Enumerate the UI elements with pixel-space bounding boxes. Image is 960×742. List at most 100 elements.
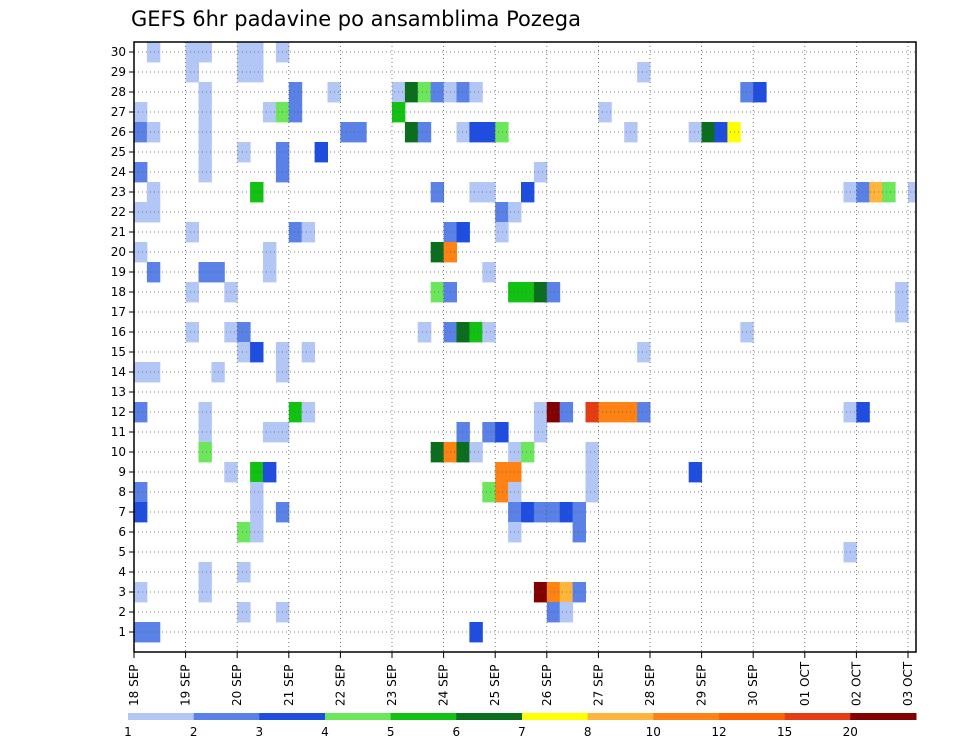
precip-cell (250, 502, 264, 523)
precip-cell (521, 502, 535, 523)
chart-title: GEFS 6hr padavine po ansamblima Pozega (131, 7, 581, 31)
precip-cell (572, 502, 586, 523)
precip-cell (456, 122, 470, 143)
legend-swatch (456, 713, 523, 720)
precip-cell (185, 222, 199, 243)
precip-cell (146, 122, 161, 143)
y-tick-label: 2 (118, 605, 126, 619)
legend-label: 4 (321, 725, 329, 739)
precip-cell (198, 262, 212, 283)
precip-cell (688, 122, 703, 143)
precip-cell (521, 182, 535, 203)
legend-label: 5 (387, 725, 395, 739)
y-tick-label: 8 (118, 485, 126, 499)
y-tick-label: 21 (111, 225, 126, 239)
precip-cell (263, 262, 277, 283)
precip-cell (263, 462, 277, 483)
precip-cell (185, 282, 199, 303)
precip-cell (469, 182, 483, 203)
precip-cell (572, 522, 586, 543)
precip-cell (198, 422, 212, 443)
precip-cell (237, 142, 251, 163)
y-tick-label: 3 (118, 585, 126, 599)
precip-cell (134, 102, 148, 123)
legend-label: 7 (518, 725, 526, 739)
precip-cell (521, 282, 535, 303)
precip-cell (546, 602, 561, 623)
precip-cell (301, 222, 316, 243)
precip-cell (521, 442, 535, 463)
precip-cell (263, 102, 277, 123)
precip-cell (146, 622, 161, 643)
y-tick-label: 10 (111, 445, 126, 459)
precip-cell (533, 422, 548, 443)
precip-cell (895, 302, 909, 323)
y-tick-label: 12 (111, 405, 126, 419)
precip-cell (469, 122, 483, 143)
precip-cell (895, 282, 909, 303)
precip-cell (288, 102, 303, 123)
precip-cell (482, 182, 496, 203)
y-tick-label: 5 (118, 545, 126, 559)
precip-cell (288, 222, 303, 243)
legend-label: 3 (255, 725, 263, 739)
precip-cell (263, 422, 277, 443)
precip-cell (237, 602, 251, 623)
x-tick-label: 20 SEP (230, 664, 244, 706)
precip-cell (237, 562, 251, 583)
precip-cell (185, 42, 199, 63)
precip-cell (198, 42, 212, 63)
legend-swatch (850, 713, 917, 720)
color-legend: 1 2 3 4 5 6 7 8 10 12 15 20 (124, 713, 917, 739)
x-tick-label: 19 SEP (179, 664, 193, 706)
precip-cell (198, 582, 212, 603)
precip-cell (714, 122, 728, 143)
legend-label: 2 (190, 725, 198, 739)
precip-cell (430, 442, 445, 463)
precip-cell (598, 102, 612, 123)
x-tick-label: 01 OCT (798, 661, 812, 706)
precip-cell (869, 182, 883, 203)
legend-swatch (587, 713, 654, 720)
legend-swatch (193, 713, 260, 720)
precip-cell (430, 182, 445, 203)
y-tick-label: 1 (118, 625, 126, 639)
precip-cell (469, 82, 483, 103)
precip-cell (469, 622, 483, 643)
legend-swatch (784, 713, 851, 720)
precip-cell (134, 242, 148, 263)
precip-cell (482, 422, 496, 443)
precip-cell (456, 322, 470, 343)
precip-cell (908, 182, 916, 203)
y-tick-label: 17 (111, 305, 126, 319)
y-tick-label: 16 (111, 325, 126, 339)
precip-cell (134, 362, 148, 383)
precip-cell (585, 482, 599, 503)
precip-cell (482, 482, 496, 503)
precip-cell (353, 122, 367, 143)
y-tick-label: 18 (111, 285, 126, 299)
x-tick-label: 26 SEP (540, 664, 554, 706)
precip-cell (688, 462, 703, 483)
precip-cell (482, 122, 496, 143)
precip-cell (237, 522, 251, 543)
precip-cell (572, 582, 586, 603)
precip-cell (430, 282, 445, 303)
legend-label: 20 (843, 725, 858, 739)
precip-cell (301, 402, 316, 423)
legend-swatch (259, 713, 326, 720)
x-tick-label: 21 SEP (282, 664, 296, 706)
precip-cell (417, 322, 432, 343)
legend-swatch (325, 713, 392, 720)
precip-cell (198, 122, 212, 143)
precip-cell (198, 142, 212, 163)
precip-cell (134, 482, 148, 503)
y-tick-label: 14 (111, 365, 126, 379)
precip-cell (546, 582, 561, 603)
legend-label: 12 (711, 725, 726, 739)
y-tick-label: 19 (111, 265, 126, 279)
precip-cell (288, 82, 303, 103)
legend-swatch (390, 713, 457, 720)
precip-cell (314, 142, 328, 163)
